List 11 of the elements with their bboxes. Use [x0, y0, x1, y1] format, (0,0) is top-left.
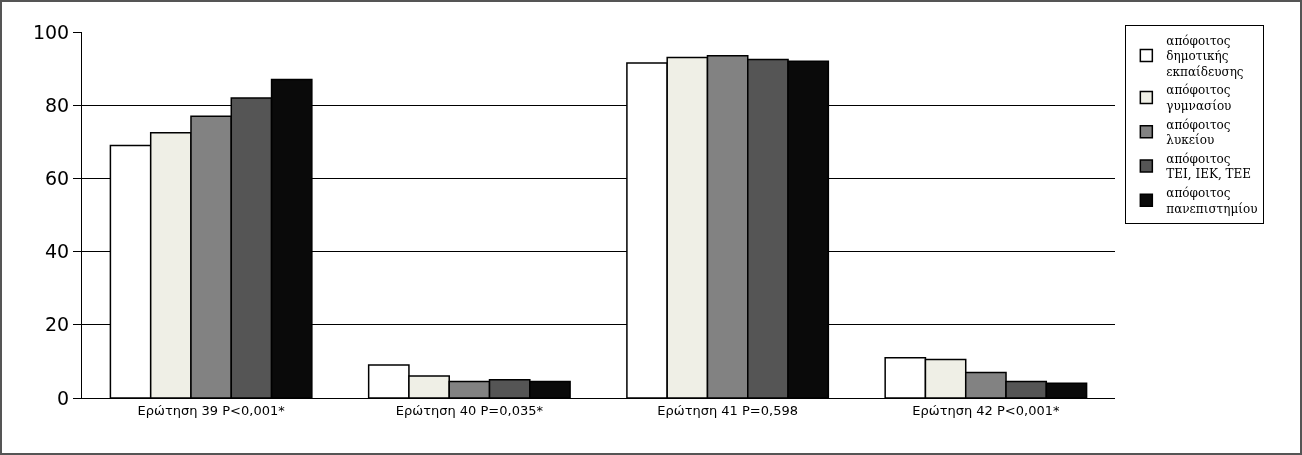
y-tick-label: 20 [45, 313, 70, 336]
legend-label: απόφοιτος πανεπιστημίου [1166, 186, 1258, 216]
y-tick-label: 80 [45, 93, 70, 116]
x-tick-label: Ερώτηση 42 P<0,001* [912, 402, 1060, 418]
x-tick-label: Ερώτηση 41 P=0,598 [657, 402, 798, 418]
y-tick-label: 40 [45, 240, 70, 263]
y-tick-label: 100 [32, 20, 70, 43]
x-tick-label: Ερώτηση 40 P=0,035* [395, 402, 544, 418]
y-tick-label: 60 [45, 167, 70, 190]
y-tick-label: 0 [57, 386, 70, 409]
x-tick-label: Ερώτηση 39 P<0,001* [137, 402, 286, 418]
